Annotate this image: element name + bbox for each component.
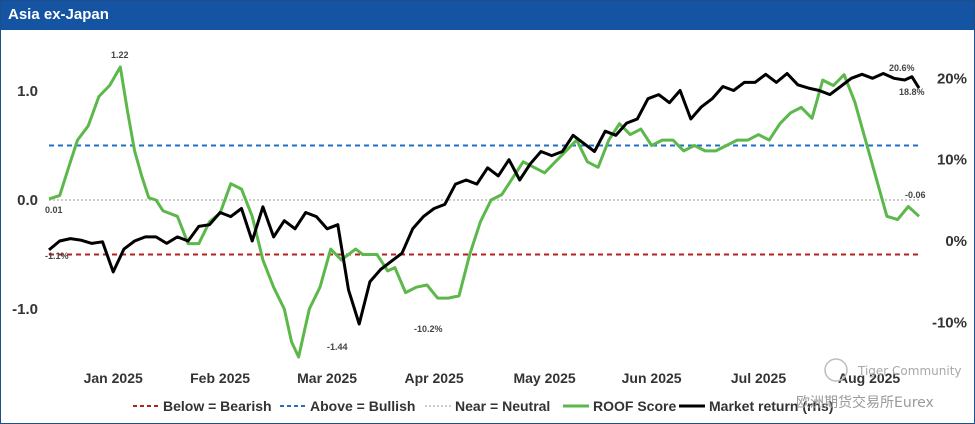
legend-label-roof: ROOF Score xyxy=(593,398,676,414)
left-axis-tick-label: -1.0 xyxy=(12,301,38,318)
x-axis-month-label: May 2025 xyxy=(513,370,575,386)
data-label-market-high: 20.6% xyxy=(889,63,915,73)
right-axis-tick-label: 0% xyxy=(945,233,967,250)
left-axis-tick-label: 1.0 xyxy=(17,83,38,100)
legend-label-bullish: Above = Bullish xyxy=(310,398,415,414)
right-axis-tick-label: -10% xyxy=(932,314,967,331)
watermark-line-2: 欧洲期货交易所Eurex xyxy=(796,394,934,411)
data-label-roof-low: -1.44 xyxy=(327,342,348,352)
right-axis-tick-label: 10% xyxy=(937,152,967,169)
roof-score-line xyxy=(48,65,921,359)
legend-label-bearish: Below = Bearish xyxy=(163,398,272,414)
x-axis-month-label: Apr 2025 xyxy=(405,370,464,386)
left-axis-tick-label: 0.0 xyxy=(17,192,38,209)
x-axis-month-label: Aug 2025 xyxy=(838,370,900,386)
right-axis-tick-label: 20% xyxy=(937,70,967,87)
x-axis-month-label: Mar 2025 xyxy=(297,370,357,386)
watermark-line-1: Tiger Community xyxy=(857,364,962,378)
x-axis-month-label: Feb 2025 xyxy=(190,370,250,386)
legend-label-neutral: Near = Neutral xyxy=(455,398,550,414)
legend-label-market: Market return (rhs) xyxy=(709,398,833,414)
x-axis-month-label: Jan 2025 xyxy=(84,370,143,386)
data-label-roof-start: 0.01 xyxy=(45,205,63,215)
x-axis-month-label: Jun 2025 xyxy=(622,370,682,386)
watermark: Tiger Community 欧洲期货交易所Eurex xyxy=(796,358,962,411)
watermark-logo-icon xyxy=(824,358,848,382)
market-return-line xyxy=(48,72,921,326)
x-axis-month-label: Jul 2025 xyxy=(731,370,786,386)
data-label-market-end: 18.8% xyxy=(899,87,925,97)
chart-title: Asia ex-Japan xyxy=(8,6,109,23)
data-label-roof-peak: 1.22 xyxy=(111,50,129,60)
data-label-market-low: -10.2% xyxy=(414,324,443,334)
title-bar: Asia ex-Japan xyxy=(1,1,974,30)
data-label-market-start: -1.1% xyxy=(45,251,69,261)
data-label-roof-end: -0.06 xyxy=(905,190,926,200)
